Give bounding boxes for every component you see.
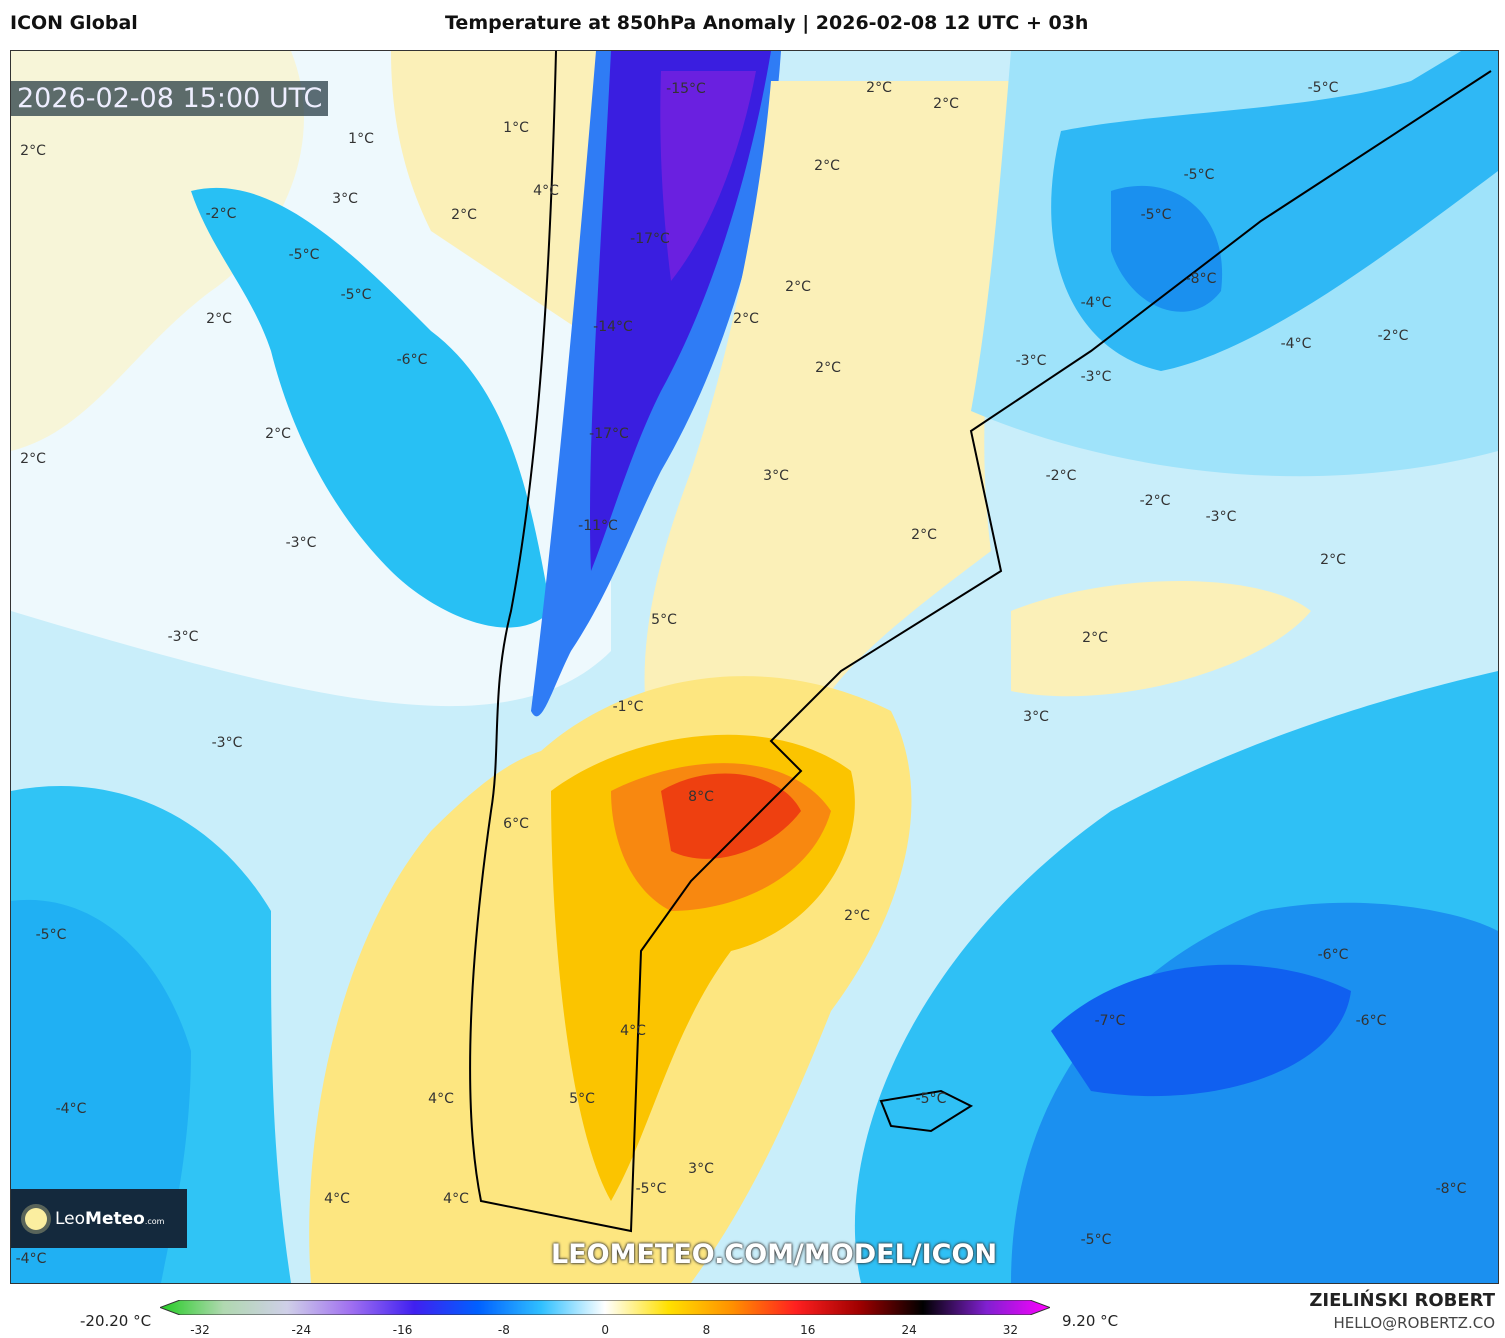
contour-label: 1°C [503,120,529,136]
contour-label: 2°C [20,143,46,159]
contour-label: 8°C [688,789,714,805]
contour-label: 2°C [1320,552,1346,568]
colorbar-tick: -32 [190,1323,210,1337]
contour-label: 3°C [1023,709,1049,725]
leometeo-logo[interactable]: LeoMeteo.com [11,1189,187,1248]
anomaly-map[interactable]: 2026-02-08 15:00 UTC 1°C 2°C 1°C 4°C 3°C -2°C… [10,50,1499,1284]
map-title: Temperature at 850hPa Anomaly | 2026-02-… [445,12,1089,34]
contour-label: -5°C [1183,167,1215,183]
contour-label: 2°C [866,80,892,96]
contour-label: 4°C [324,1191,350,1207]
colorbar-tick: 24 [901,1323,917,1337]
contour-label: -3°C [167,629,199,645]
contour-label: -2°C [205,206,237,222]
contour-label: -8°C [1185,271,1217,287]
contour-label: -4°C [55,1101,87,1117]
logo-text: Leo [55,1208,86,1229]
contour-label: 2°C [844,908,870,924]
contour-label: 5°C [569,1091,595,1107]
contour-label: -14°C [593,319,633,335]
falkland-islands [879,1089,974,1133]
contour-label: -5°C [1307,80,1339,96]
model-name: ICON Global [10,12,138,34]
logo-suffix: .com [144,1216,165,1226]
contour-label: -2°C [1377,328,1409,344]
contour-label: 1°C [348,131,374,147]
contour-label: 2°C [911,527,937,543]
colorbar-max-label: 9.20 °C [1062,1312,1119,1330]
colorbar-tick: 0 [601,1323,610,1337]
contour-label: 4°C [620,1023,646,1039]
contour-label: -11°C [578,518,618,534]
contour-label: -5°C [635,1181,667,1197]
contour-label: 4°C [443,1191,469,1207]
contour-label: 3°C [332,191,358,207]
contour-label: -2°C [1139,493,1171,509]
contour-label: -3°C [1205,509,1237,525]
logo-text-bold: Meteo [85,1208,145,1229]
contour-label: -3°C [1080,369,1112,385]
contour-label: 2°C [785,279,811,295]
colorbar-tick: 8 [702,1323,711,1337]
contour-label: 2°C [451,207,477,223]
contour-label: -6°C [1317,947,1349,963]
contour-label: 2°C [1082,630,1108,646]
contour-label: 2°C [733,311,759,327]
contour-label: -15°C [666,81,706,97]
contour-label: -3°C [211,735,243,751]
contour-label: -8°C [1435,1181,1467,1197]
contour-label: -1°C [612,699,644,715]
watermark-url[interactable]: LEOMETEO.COM/MODEL/ICON [551,1239,998,1270]
contour-label: -3°C [1015,353,1047,369]
contour-label: -6°C [396,352,428,368]
contour-label: 2°C [933,96,959,112]
contour-label: -5°C [1140,207,1172,223]
colorbar-tick: -8 [497,1323,510,1337]
valid-time: 2026-02-08 15:00 UTC [11,81,329,116]
contour-label: -5°C [340,287,372,303]
contour-label: -5°C [288,247,320,263]
contour-label: 2°C [20,451,46,467]
contour-label: 3°C [688,1161,714,1177]
contour-label: 4°C [533,183,559,199]
author-email[interactable]: HELLO@ROBERTZ.CO [1333,1314,1495,1332]
contour-label: -4°C [15,1251,47,1267]
sun-icon [25,1207,47,1230]
author: ZIELIŃSKI ROBERT [1309,1290,1495,1311]
contour-label: -7°C [1094,1013,1126,1029]
coastline [469,51,1492,1233]
colorbar-min-label: -20.20 °C [80,1312,152,1330]
colorbar-tick: 16 [800,1323,816,1337]
contour-label: -17°C [630,231,670,247]
temperature-field [11,51,1498,1283]
contour-label: 3°C [763,468,789,484]
contour-label: -6°C [1355,1013,1387,1029]
contour-label: 4°C [428,1091,454,1107]
colorbar-tick: -16 [392,1323,413,1337]
contour-label: -5°C [1080,1232,1112,1248]
contour-label: -3°C [285,535,317,551]
contour-label: -4°C [1280,336,1312,352]
contour-label: 2°C [814,158,840,174]
colorbar-tick: 32 [1002,1323,1019,1337]
contour-label: -4°C [1080,295,1112,311]
contour-label: -5°C [915,1091,947,1107]
contour-label: 2°C [206,311,232,327]
colorbar-tick: -24 [291,1323,312,1337]
contour-label: 6°C [503,816,529,832]
contour-label: -5°C [35,927,67,943]
contour-label: 2°C [265,426,291,442]
contour-label: -2°C [1045,468,1077,484]
colorbar [160,1300,1050,1315]
contour-label: 5°C [651,612,677,628]
contour-label: -17°C [589,426,629,442]
contour-label: 2°C [815,360,841,376]
